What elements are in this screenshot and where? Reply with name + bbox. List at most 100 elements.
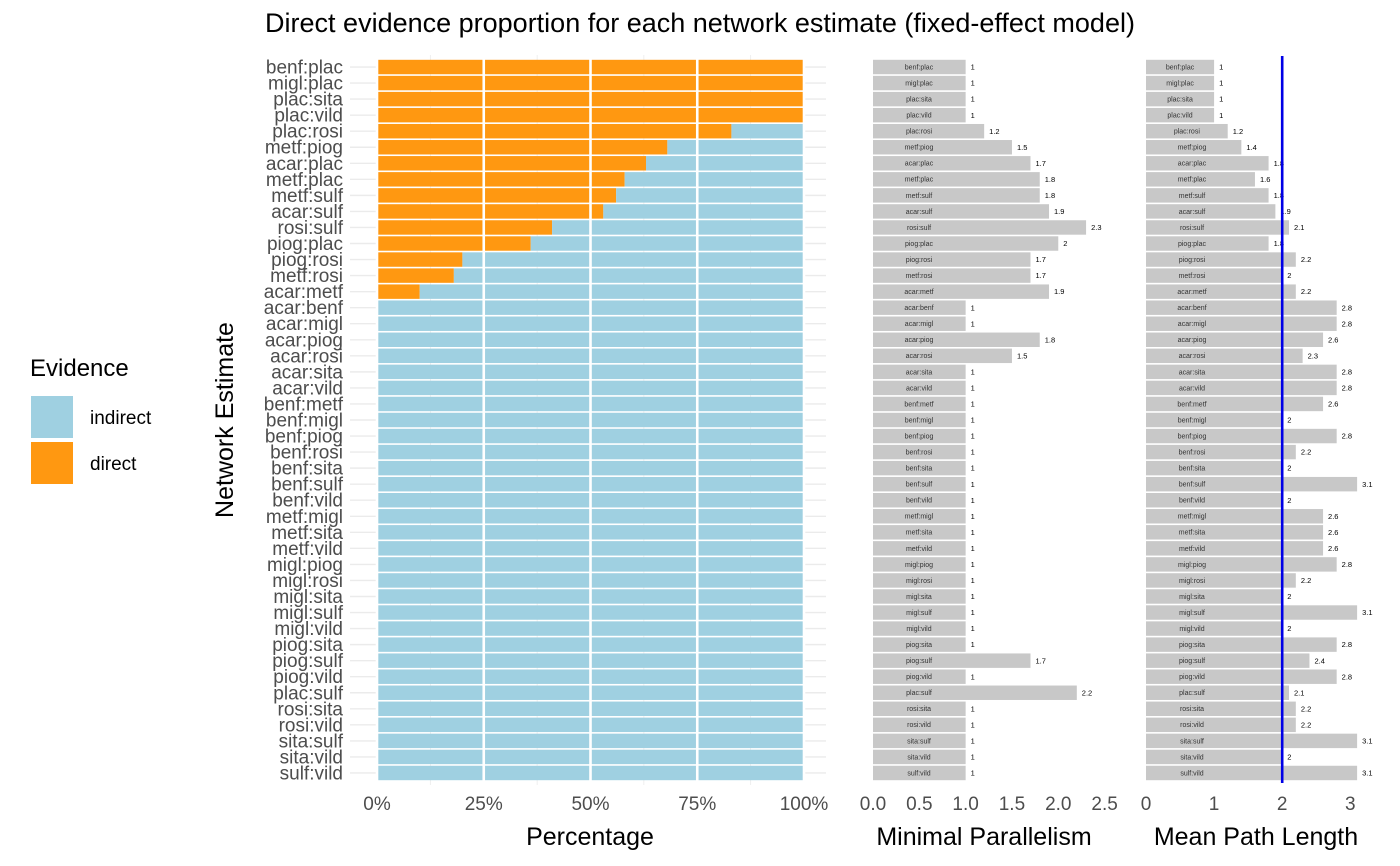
y-tick-label: migl:plac: [268, 74, 343, 95]
bar-category-label: acar:migl: [1178, 321, 1207, 328]
bar-value-label: 1: [971, 480, 975, 489]
bar-value-label: 1: [971, 560, 975, 569]
bar-value-label: 2.4: [1314, 656, 1324, 665]
bar-benf:vild: [1146, 493, 1283, 508]
bar-plac:sita: [873, 91, 966, 107]
bar-category-label: sita:vild: [907, 754, 930, 761]
bar-category-label: rosi:vild: [907, 722, 931, 729]
bar-category-label: metf:vild: [906, 546, 932, 553]
bar-value-label: 1.8: [1274, 159, 1284, 168]
y-tick-label: acar:benf: [264, 298, 344, 319]
bar-piog:vild: [1146, 669, 1337, 684]
bar-value-label: 2.6: [1328, 544, 1338, 553]
bar-value-label: 1: [971, 79, 975, 88]
bar-plac:rosi: [1146, 123, 1228, 139]
bar-category-label: migl:piog: [1178, 562, 1206, 569]
bar-direct-acar:plac: [377, 156, 647, 171]
bar-category-label: benf:plac: [1166, 64, 1195, 71]
legend-title: Evidence: [30, 355, 129, 382]
y-tick-label: acar:metf: [264, 282, 344, 303]
bar-sulf:vild: [873, 765, 966, 781]
bar-category-label: plac:vild: [1167, 113, 1192, 120]
bar-value-label: 1: [971, 544, 975, 553]
bar-value-label: 2.2: [1301, 576, 1311, 585]
bar-category-label: sita:sulf: [907, 738, 931, 745]
bar-value-label: 2.6: [1328, 528, 1338, 537]
bar-acar:piog: [873, 332, 1040, 347]
bar-category-label: benf:piog: [905, 433, 934, 440]
bar-metf:piog: [1146, 140, 1242, 155]
bar-category-label: plac:sita: [1167, 97, 1193, 104]
x-tick-label: 100%: [780, 794, 829, 815]
bar-value-label: 1.7: [1035, 656, 1045, 665]
bar-value-label: 1: [1219, 63, 1223, 72]
bar-benf:metf: [873, 396, 966, 412]
bar-metf:migl: [873, 509, 966, 524]
y-tick-label: piog:sita: [272, 635, 343, 656]
bar-acar:plac: [1146, 156, 1269, 171]
bar-category-label: acar:sita: [906, 369, 933, 376]
bar-value-label: 1: [971, 95, 975, 104]
bar-metf:rosi: [873, 268, 1031, 283]
bar-category-label: benf:metf: [1177, 401, 1206, 408]
bar-direct-metf:rosi: [377, 268, 454, 283]
bar-category-label: acar:piog: [905, 337, 934, 344]
y-tick-label: migl:sulf: [273, 603, 343, 624]
bar-metf:piog: [873, 140, 1012, 155]
bar-value-label: 1.7: [1035, 159, 1045, 168]
bar-metf:vild: [873, 541, 966, 556]
bar-category-label: acar:sulf: [1179, 209, 1206, 216]
bar-acar:plac: [873, 156, 1031, 171]
bar-value-label: 1.9: [1054, 207, 1064, 216]
y-tick-label: plac:rosi: [272, 122, 343, 143]
bar-acar:benf: [873, 300, 966, 315]
bar-metf:vild: [1146, 541, 1324, 556]
bar-value-label: 1: [971, 367, 975, 376]
bar-piog:sita: [873, 637, 966, 652]
bar-category-label: piog:rosi: [1179, 257, 1206, 264]
bar-value-label: 1.5: [1017, 351, 1027, 360]
bar-rosi:vild: [1146, 717, 1296, 733]
bar-category-label: acar:plac: [1178, 161, 1207, 168]
bar-piog:vild: [873, 669, 966, 684]
bar-value-label: 3.1: [1362, 736, 1372, 745]
bar-value-label: 1: [971, 63, 975, 72]
x-tick-label: 75%: [678, 794, 716, 815]
y-axis-label: Network Estimate: [211, 322, 239, 518]
bar-value-label: 1: [971, 416, 975, 425]
y-tick-label: acar:migl: [266, 314, 343, 335]
y-tick-label: metf:plac: [266, 170, 343, 191]
bar-category-label: sulf:vild: [907, 770, 930, 777]
x-axis-label: Mean Path Length: [1154, 823, 1358, 851]
bar-indirect-metf:sulf: [616, 188, 804, 203]
bar-category-label: acar:sulf: [906, 209, 933, 216]
y-tick-label: acar:rosi: [270, 346, 343, 367]
bar-category-label: metf:piog: [905, 145, 934, 152]
bar-value-label: 1: [971, 111, 975, 120]
bar-value-label: 2.6: [1328, 400, 1338, 409]
y-tick-label: benf:sulf: [271, 475, 344, 496]
bar-direct-acar:metf: [377, 284, 420, 299]
bar-value-label: 1: [971, 432, 975, 441]
bar-value-label: 1.8: [1045, 335, 1055, 344]
y-tick-label: acar:plac: [266, 154, 343, 175]
bar-metf:plac: [1146, 172, 1255, 187]
bar-rosi:sulf: [873, 220, 1087, 235]
legend: Evidence indirect direct: [30, 355, 152, 484]
y-tick-label: rosi:sita: [278, 699, 344, 720]
bar-benf:plac: [873, 59, 966, 75]
x-tick-label: 2.5: [1091, 794, 1117, 815]
x-tick-label: 1.0: [952, 794, 978, 815]
bar-migl:rosi: [1146, 573, 1296, 588]
bar-category-label: benf:migl: [905, 417, 934, 424]
bar-acar:rosi: [1146, 348, 1303, 364]
bar-plac:sulf: [873, 685, 1077, 700]
bar-category-label: rosi:sulf: [907, 225, 931, 232]
x-tick-label: 1.5: [999, 794, 1025, 815]
bar-benf:sita: [873, 460, 966, 476]
y-tick-label: rosi:vild: [279, 715, 343, 736]
bar-category-label: acar:benf: [904, 305, 933, 312]
y-tick-label: benf:sita: [271, 459, 343, 480]
bar-category-label: acar:vild: [1179, 385, 1205, 392]
bar-category-label: acar:vild: [906, 385, 932, 392]
